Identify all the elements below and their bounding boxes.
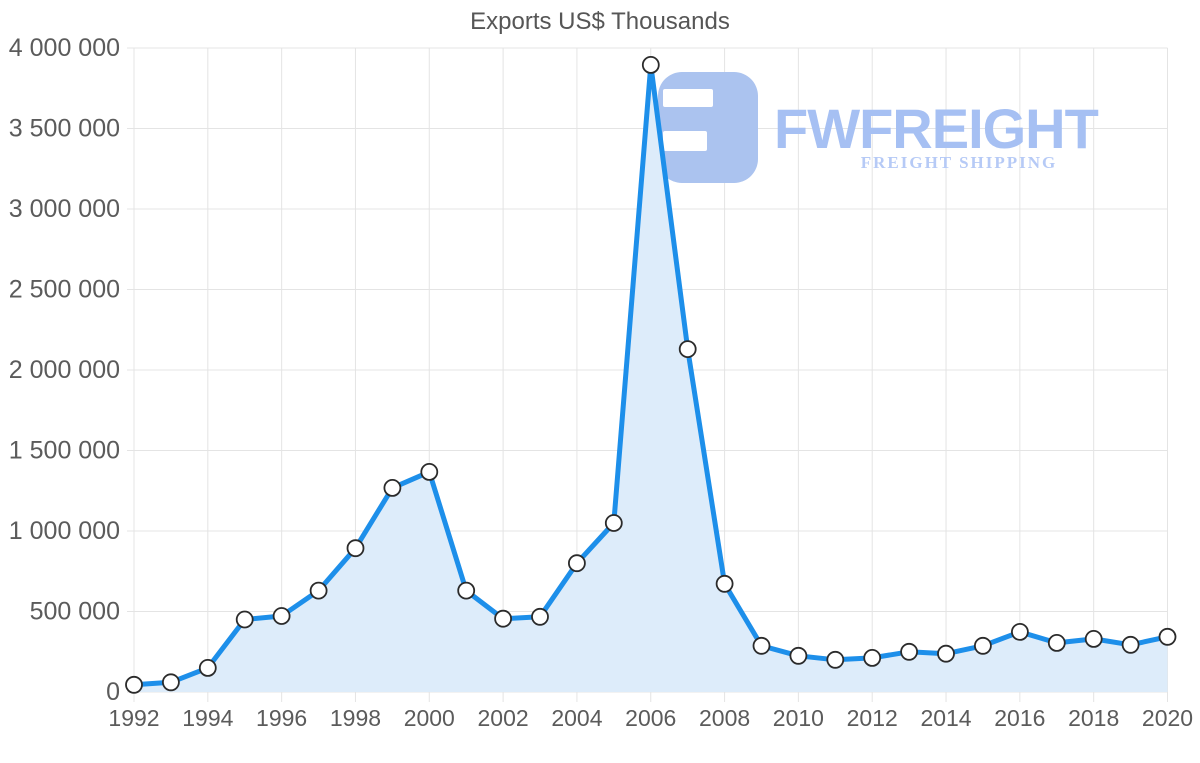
data-point-marker-2013[interactable]	[900, 642, 918, 661]
y-tick-label: 3 500 000	[9, 115, 120, 143]
x-tick-label: 1994	[182, 705, 233, 731]
data-point-marker-1992[interactable]	[125, 675, 143, 694]
y-tick-label: 3 000 000	[9, 195, 120, 223]
x-tick-label: 2020	[1142, 705, 1193, 731]
series-line	[131, 62, 1170, 688]
data-point-marker-1999[interactable]	[383, 478, 402, 497]
y-tick-label: 1 500 000	[9, 437, 120, 465]
data-point-marker-2012[interactable]	[863, 649, 882, 667]
data-point-marker-2007[interactable]	[678, 340, 697, 359]
data-point-marker-2016[interactable]	[1011, 623, 1029, 641]
x-tick-label: 2018	[1068, 705, 1119, 731]
x-tick-label: 2002	[478, 705, 529, 731]
data-point-marker-2011[interactable]	[826, 650, 845, 669]
data-point-marker-2008[interactable]	[715, 574, 734, 593]
x-tick-label: 2016	[994, 705, 1045, 731]
data-point-marker-2001[interactable]	[457, 581, 476, 600]
x-tick-label: 2000	[404, 705, 455, 731]
x-tick-label: 2006	[625, 705, 676, 731]
y-tick-label: 2 000 000	[9, 356, 120, 384]
y-tick-label: 0	[106, 678, 120, 706]
brand-logo-icon	[658, 72, 758, 183]
data-point-marker-2003[interactable]	[531, 607, 549, 626]
y-tick-label: 1 000 000	[9, 517, 120, 545]
chart-title: Exports US$ Thousands	[470, 8, 730, 35]
y-tick-label: 2 500 000	[9, 276, 120, 304]
data-point-marker-1998[interactable]	[346, 539, 365, 558]
data-point-marker-2015[interactable]	[974, 636, 992, 655]
logo-bar-top	[663, 89, 713, 107]
x-tick-label: 2004	[551, 705, 602, 731]
data-point-marker-1995[interactable]	[235, 610, 254, 629]
y-tick-label: 500 000	[30, 598, 120, 626]
data-point-marker-2010[interactable]	[789, 646, 808, 665]
x-tick-label: 2014	[920, 705, 971, 731]
x-tick-label: 1996	[256, 705, 307, 731]
data-point-marker-2002[interactable]	[494, 609, 513, 628]
data-point-marker-1996[interactable]	[272, 607, 291, 625]
area-fill	[134, 64, 1168, 692]
data-point-marker-1993[interactable]	[161, 673, 180, 692]
x-tick-label: 1998	[330, 705, 381, 731]
data-point-marker-2004[interactable]	[568, 554, 586, 573]
data-point-marker-2014[interactable]	[937, 644, 955, 663]
logo-bar-middle	[663, 131, 707, 151]
data-point-marker-2019[interactable]	[1121, 635, 1140, 654]
data-point-marker-2020[interactable]	[1158, 627, 1177, 646]
brand-tagline: FREIGHT SHIPPING	[860, 153, 1058, 172]
y-tick-label: 4 000 000	[9, 34, 120, 62]
data-point-marker-2005[interactable]	[604, 514, 623, 532]
data-point-marker-2017[interactable]	[1047, 634, 1066, 652]
data-point-marker-2006[interactable]	[641, 56, 660, 74]
x-tick-label: 2012	[847, 705, 898, 731]
data-point-marker-2000[interactable]	[420, 462, 439, 481]
data-point-marker-1994[interactable]	[198, 659, 217, 677]
x-tick-label: 2008	[699, 705, 750, 731]
data-point-marker-1997[interactable]	[309, 581, 328, 600]
x-tick-label: 2010	[773, 705, 824, 731]
data-point-marker-2009[interactable]	[752, 636, 771, 655]
data-point-marker-2018[interactable]	[1084, 630, 1103, 648]
x-tick-label: 1992	[108, 705, 159, 731]
brand-name: FWFREIGHT	[774, 97, 1099, 160]
